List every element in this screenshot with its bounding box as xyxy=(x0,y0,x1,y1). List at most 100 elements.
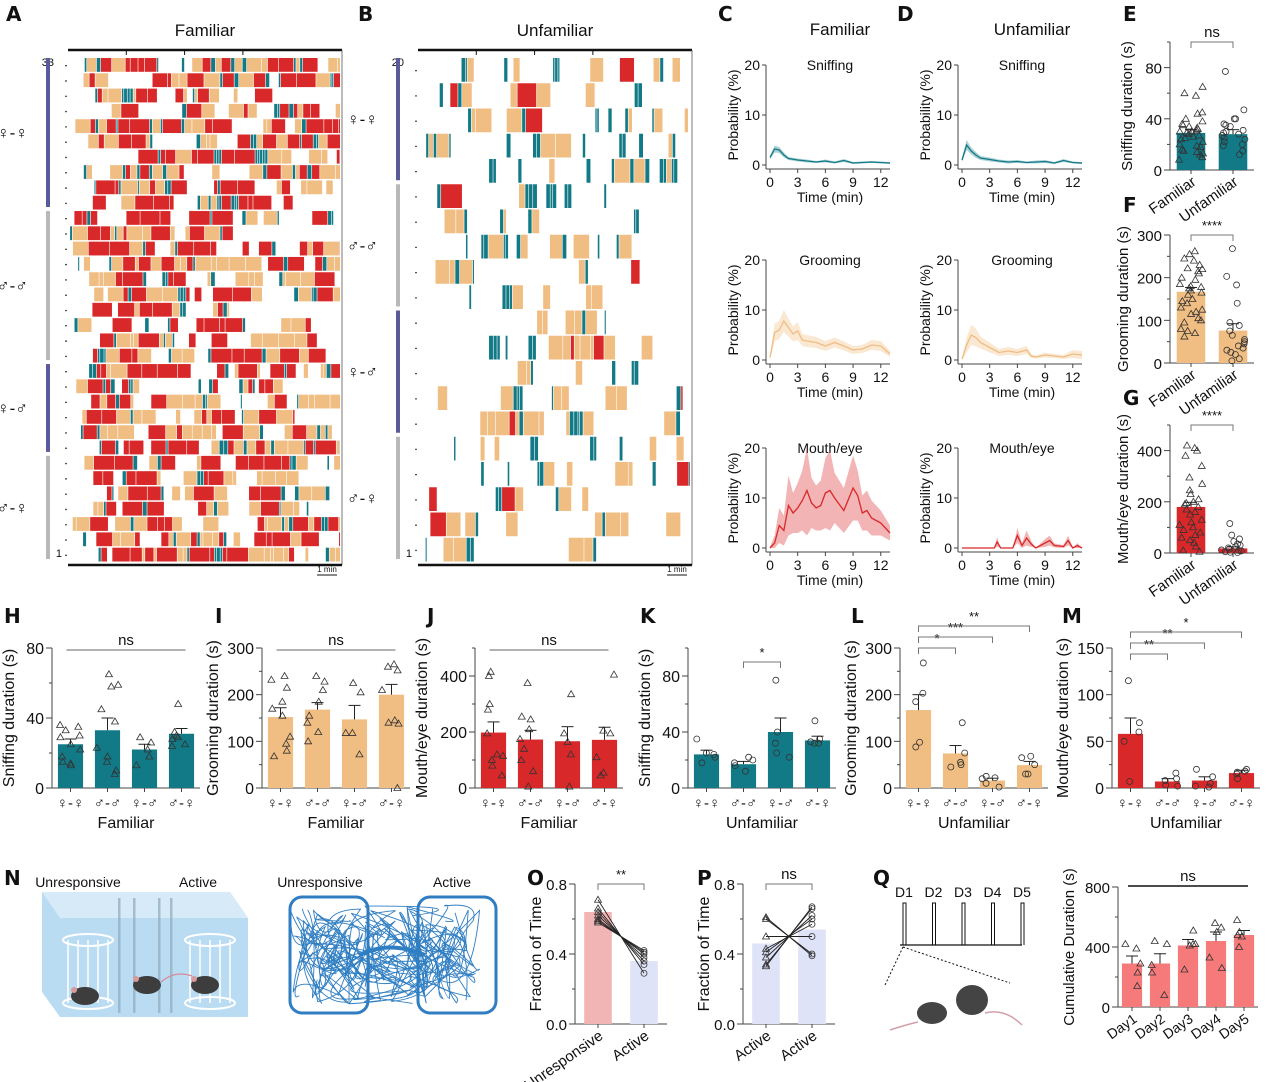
behavior-bout xyxy=(275,471,287,485)
data-point-triangle xyxy=(524,724,534,733)
behavior-bout xyxy=(78,256,80,271)
behavior-bout xyxy=(653,58,660,82)
bar xyxy=(267,717,294,788)
behavior-bout xyxy=(530,436,535,461)
behavior-bout xyxy=(484,234,488,259)
y-axis-label: Probability (%) xyxy=(725,452,741,543)
behavior-bout xyxy=(164,517,173,531)
behavior-bout xyxy=(268,256,284,271)
data-point-circle xyxy=(1235,547,1243,554)
behavior-bout xyxy=(298,103,303,118)
behavior-bout xyxy=(585,310,597,335)
behavior-bout xyxy=(469,285,472,309)
x-axis-label: Time (min) xyxy=(797,572,863,588)
row-tick xyxy=(415,271,417,274)
behavior-bout xyxy=(228,103,244,118)
y-tick-label: 200 xyxy=(865,688,892,705)
y-axis-label: Fraction of Time xyxy=(696,897,713,1012)
behavior-bout xyxy=(619,58,635,82)
x-tick-label: ♂-♀ xyxy=(1016,795,1044,812)
data-point-triangle xyxy=(1177,533,1186,541)
behavior-bout xyxy=(276,134,288,149)
row-tick xyxy=(65,156,67,159)
data-point-circle xyxy=(808,933,816,940)
behavior-bout xyxy=(461,58,466,82)
behavior-bout xyxy=(123,226,127,241)
behavior-bout xyxy=(435,260,450,284)
y-tick-label: 0 xyxy=(1095,781,1104,798)
data-point-triangle xyxy=(1234,942,1244,950)
behavior-bout xyxy=(100,425,107,440)
behavior-bout xyxy=(168,272,174,287)
behavior-bout xyxy=(279,272,283,287)
x-tick-label: ♀-♀ xyxy=(905,795,933,812)
data-point-triangle xyxy=(517,712,526,720)
behavior-bout xyxy=(126,471,136,485)
data-point-triangle xyxy=(282,683,292,691)
x-tick-label: 0 xyxy=(766,557,774,573)
y-tick-label: 0.4 xyxy=(546,947,567,964)
behavior-bout xyxy=(211,333,228,348)
behavior-bout xyxy=(112,318,132,332)
group-label: ♀-♂ xyxy=(347,363,378,382)
behavior-bout xyxy=(133,379,140,394)
behavior-bout xyxy=(311,287,313,302)
behavior-bout xyxy=(239,379,243,394)
data-point-triangle xyxy=(1175,520,1184,528)
behavior-bout xyxy=(500,386,513,410)
panel-label-m: M xyxy=(1062,604,1082,628)
significance-label: ** xyxy=(1162,626,1172,641)
behavior-bout xyxy=(212,119,232,134)
y-axis-label: Probability (%) xyxy=(917,69,933,160)
behavior-bout xyxy=(300,134,302,149)
behavior-bout xyxy=(671,159,674,183)
behavior-bout xyxy=(88,241,109,256)
behavior-bout xyxy=(127,88,130,103)
data-point-triangle xyxy=(497,771,507,779)
behavior-bout xyxy=(192,119,205,134)
behavior-bout xyxy=(135,256,139,271)
data-point-circle xyxy=(1230,115,1238,123)
data-point-triangle xyxy=(528,766,538,775)
data-point-triangle xyxy=(280,671,289,679)
behavior-bout xyxy=(429,487,437,511)
behavior-bout xyxy=(465,234,468,259)
trajectory-path xyxy=(326,920,414,1004)
behavior-bout xyxy=(223,532,227,547)
behavior-bout xyxy=(197,149,214,164)
behavior-bout xyxy=(98,501,104,516)
behavior-bout xyxy=(666,159,672,183)
behavior-bout xyxy=(645,159,650,183)
data-point-triangle xyxy=(1189,497,1198,505)
x-tick-label: 3 xyxy=(794,174,802,190)
significance-label: **** xyxy=(1202,218,1222,233)
behavior-bout xyxy=(495,411,509,436)
behavior-bout xyxy=(187,73,204,88)
behavior-bout xyxy=(84,455,94,470)
row-tick xyxy=(65,478,67,480)
behavior-bout xyxy=(283,256,288,271)
y-tick-label: 20 xyxy=(744,57,760,73)
data-point-triangle xyxy=(1197,515,1206,523)
data-point-circle xyxy=(1232,115,1240,123)
behavior-bout xyxy=(586,159,591,183)
behavior-bout xyxy=(97,88,102,103)
behavior-bout xyxy=(253,134,257,149)
behavior-bout xyxy=(570,335,574,360)
chamber-top xyxy=(42,892,248,918)
sem-band xyxy=(770,310,890,359)
behavior-bout xyxy=(616,234,619,259)
behavior-bout xyxy=(439,83,443,107)
x-tick-label: ♀-♂ xyxy=(767,795,795,812)
behavior-bout xyxy=(574,335,580,360)
behavior-bout xyxy=(90,517,108,531)
y-tick-label: 0 xyxy=(1102,1000,1110,1017)
data-point-triangle xyxy=(524,782,533,790)
bar xyxy=(1177,945,1199,1007)
significance-label: ** xyxy=(616,867,626,882)
behavior-bout xyxy=(539,462,544,486)
x-tick-label: ♀-♀ xyxy=(693,795,721,812)
data-point-triangle xyxy=(393,783,402,791)
behavior-bout xyxy=(493,159,496,183)
